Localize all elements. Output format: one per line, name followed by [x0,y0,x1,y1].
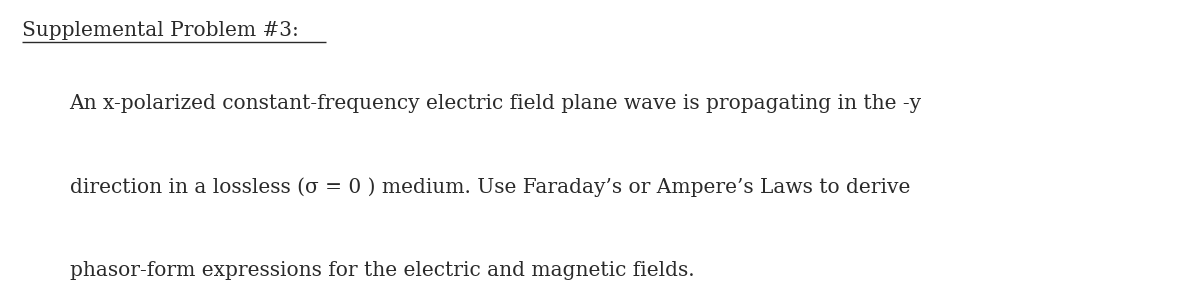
Text: direction in a lossless (σ = 0 ) medium. Use Faraday’s or Ampere’s Laws to deriv: direction in a lossless (σ = 0 ) medium.… [70,177,910,197]
Text: Supplemental Problem #3:: Supplemental Problem #3: [22,21,299,40]
Text: phasor-form expressions for the electric and magnetic fields.: phasor-form expressions for the electric… [70,261,695,280]
Text: An x-polarized constant-frequency electric field plane wave is propagating in th: An x-polarized constant-frequency electr… [70,94,922,113]
